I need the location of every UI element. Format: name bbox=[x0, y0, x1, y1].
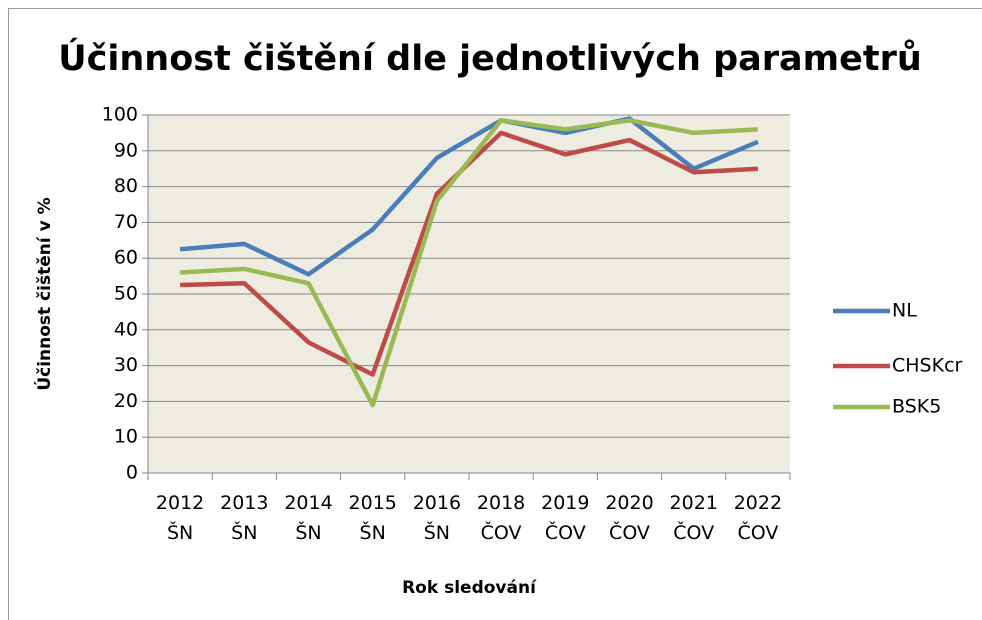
x-tick-label: 2022 ČOV bbox=[734, 492, 782, 544]
y-tick-label: 0 bbox=[126, 462, 138, 484]
x-axis-label: Rok sledování bbox=[402, 578, 537, 598]
y-tick-label: 10 bbox=[114, 426, 138, 448]
x-tick-label: 2012 ŠN bbox=[156, 492, 204, 544]
y-tick-label: 20 bbox=[114, 390, 138, 412]
series-line bbox=[179, 116, 759, 277]
y-tick-label: 40 bbox=[114, 318, 138, 340]
legend-label: BSK5 bbox=[892, 396, 941, 418]
x-tick-label: 2020 ČOV bbox=[605, 492, 653, 544]
y-tick-label: 50 bbox=[114, 283, 138, 305]
y-axis-label: Účinnost čištění v % bbox=[33, 197, 55, 390]
legend-label: CHSKcr bbox=[892, 355, 963, 377]
x-tick-label: 2015 ŠN bbox=[349, 492, 397, 544]
legend-label: NL bbox=[892, 300, 917, 322]
chart-title: Účinnost čištění dle jednotlivých parame… bbox=[58, 37, 922, 79]
y-tick-label: 70 bbox=[114, 211, 138, 233]
x-tick-label: 2019 ČOV bbox=[541, 492, 589, 544]
y-tick-label: 60 bbox=[114, 247, 138, 269]
series-line bbox=[179, 118, 759, 408]
y-tick-label: 100 bbox=[102, 104, 138, 126]
x-tick-label: 2021 ČOV bbox=[670, 492, 718, 544]
x-tick-label: 2014 ŠN bbox=[284, 492, 332, 544]
y-tick-label: 80 bbox=[114, 175, 138, 197]
x-tick-label: 2018 ČOV bbox=[477, 492, 525, 544]
x-tick-label: 2016 ŠN bbox=[413, 492, 461, 544]
y-tick-label: 90 bbox=[114, 139, 138, 161]
chart-frame bbox=[8, 8, 982, 620]
x-tick-label: 2013 ŠN bbox=[220, 492, 268, 544]
y-tick-label: 30 bbox=[114, 354, 138, 376]
